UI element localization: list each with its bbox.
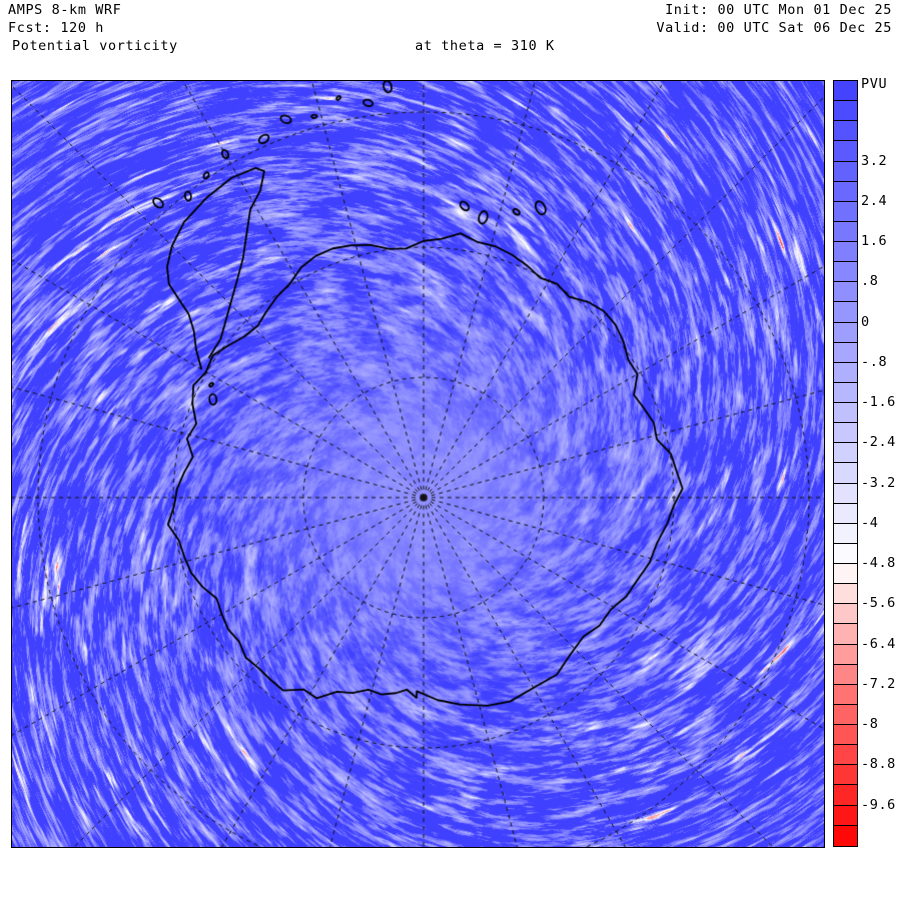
colorbar-tick-label: -1.6 <box>861 394 896 411</box>
colorbar-segment <box>834 302 857 323</box>
colorbar-segment <box>834 161 857 182</box>
colorbar-segment <box>834 382 857 403</box>
colorbar-segment <box>834 785 857 806</box>
map-plot-area <box>11 80 825 848</box>
colorbar-segment <box>834 684 857 705</box>
header-block: AMPS 8-km WRF Fcst: 120 h Potential vort… <box>0 0 900 78</box>
colorbar-segment <box>834 523 857 544</box>
colorbar-segment <box>834 403 857 424</box>
colorbar-segment <box>834 704 857 725</box>
colorbar-segment <box>834 644 857 665</box>
colorbar-segment <box>834 765 857 786</box>
colorbar-tick-label: -7.2 <box>861 675 896 692</box>
colorbar-tick-label: 2.4 <box>861 192 888 209</box>
colorbar-tick-label: -4.8 <box>861 555 896 572</box>
potential-vorticity-field <box>12 81 824 847</box>
colorbar-tick-label: -9.6 <box>861 796 896 813</box>
model-title: AMPS 8-km WRF <box>8 2 122 18</box>
theta-level-text: at theta = 310 K <box>415 38 555 54</box>
colorbar-tick-label: -8.8 <box>861 756 896 773</box>
colorbar-segment <box>834 725 857 746</box>
field-name-text: Potential vorticity <box>12 38 178 54</box>
colorbar-segment <box>834 262 857 283</box>
forecast-hour-text: Fcst: 120 h <box>8 20 105 36</box>
colorbar-segment <box>834 201 857 222</box>
colorbar-segment <box>834 342 857 363</box>
colorbar <box>833 80 858 847</box>
colorbar-segment <box>834 805 857 826</box>
colorbar-tick-label: -.8 <box>861 353 888 370</box>
colorbar-segment <box>834 282 857 303</box>
colorbar-segment <box>834 624 857 645</box>
colorbar-tick-label: -8 <box>861 716 879 733</box>
colorbar-tick-label: -5.6 <box>861 595 896 612</box>
colorbar-segment <box>834 362 857 383</box>
colorbar-segment <box>834 584 857 605</box>
colorbar-segment <box>834 181 857 202</box>
colorbar-tick-label: -2.4 <box>861 434 896 451</box>
colorbar-tick-label: 3.2 <box>861 152 888 169</box>
colorbar-segment <box>834 221 857 242</box>
colorbar-segment <box>834 503 857 524</box>
colorbar-segment <box>834 483 857 504</box>
colorbar-segment <box>834 564 857 585</box>
colorbar-segment <box>834 604 857 625</box>
colorbar-segment <box>834 745 857 766</box>
colorbar-segment <box>834 664 857 685</box>
colorbar-unit-label: PVU <box>861 76 888 92</box>
colorbar-tick-label: -3.2 <box>861 474 896 491</box>
colorbar-segment <box>834 443 857 464</box>
colorbar-segment <box>834 141 857 162</box>
colorbar-tick-label: 1.6 <box>861 233 888 250</box>
colorbar-segment <box>834 242 857 263</box>
colorbar-tick-label: .8 <box>861 273 879 290</box>
colorbar-tick-label: -4 <box>861 514 879 531</box>
colorbar-segment <box>834 322 857 343</box>
colorbar-segment <box>834 101 857 122</box>
colorbar-tick-label: 0 <box>861 313 870 330</box>
colorbar-segment <box>834 423 857 444</box>
colorbar-segment <box>834 81 857 102</box>
init-time-text: Init: 00 UTC Mon 01 Dec 25 <box>665 2 892 18</box>
valid-time-text: Valid: 00 UTC Sat 06 Dec 25 <box>656 20 892 36</box>
colorbar-segment <box>834 463 857 484</box>
colorbar-segment <box>834 543 857 564</box>
colorbar-segment <box>834 825 857 846</box>
colorbar-segment <box>834 121 857 142</box>
colorbar-tick-label: -6.4 <box>861 635 896 652</box>
